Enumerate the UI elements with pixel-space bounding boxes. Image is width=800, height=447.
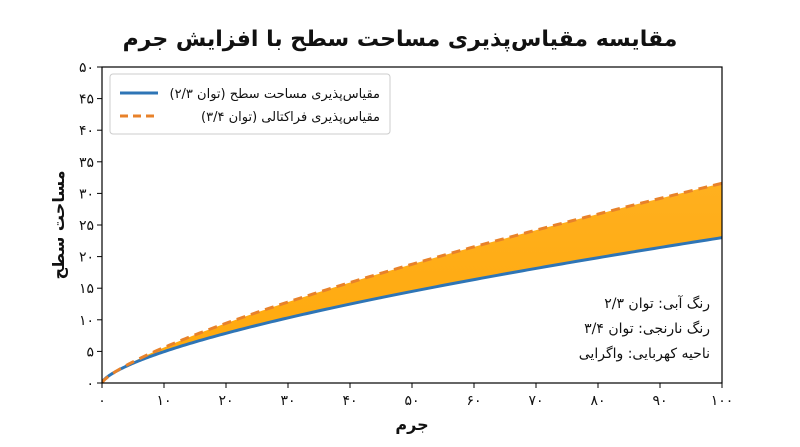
divergence-fill: [102, 183, 722, 383]
annotation-orange: رنگ نارنجی: توان ۳/۴: [584, 320, 710, 337]
x-tick-label: ۴۰: [342, 393, 357, 409]
x-tick-label: ۱۰۰: [711, 393, 734, 409]
annotations: رنگ آبی: توان ۲/۳ رنگ نارنجی: توان ۳/۴ ن…: [579, 295, 710, 362]
y-tick-label: ۴۰: [79, 123, 94, 139]
x-tick-label: ۳۰: [280, 393, 295, 409]
y-tick-label: ۰: [86, 376, 94, 392]
y-tick-label: ۳۰: [79, 186, 94, 202]
annotation-blue: رنگ آبی: توان ۲/۳: [604, 295, 710, 312]
y-tick-label: ۱۵: [79, 281, 94, 297]
x-axis-label: جرم: [395, 415, 428, 434]
y-tick-label: ۲۵: [79, 218, 94, 234]
x-tick-label: ۵۰: [404, 393, 419, 409]
y-tick-label: ۵۰: [79, 60, 94, 76]
plot-area: [102, 181, 722, 383]
x-tick-label: ۷۰: [528, 393, 543, 409]
x-tick-label: ۰: [98, 393, 106, 409]
series-line-surface: [102, 236, 722, 383]
legend: مقیاس‌پذیری مساحت سطح (توان ۲/۳) مقیاس‌پ…: [109, 73, 391, 135]
annotation-divergence: ناحیه کهربایی: واگرایی: [579, 345, 710, 362]
legend-label-fractal: مقیاس‌پذیری فراکتالی (توان ۳/۴): [201, 110, 380, 125]
y-tick-label: ۴۵: [79, 92, 94, 108]
x-axis: ۰ ۱۰ ۲۰ ۳۰ ۴۰ ۵۰ ۶۰ ۷۰ ۸۰ ۹۰ ۱۰۰: [98, 383, 733, 409]
y-tick-label: ۵: [86, 344, 94, 360]
y-tick-label: ۳۵: [79, 155, 94, 171]
x-tick-label: ۱۰: [156, 393, 171, 409]
legend-box: [109, 73, 391, 135]
y-tick-label: ۲۰: [79, 250, 94, 266]
chart-title: مقایسه مقیاس‌پذیری مساحت سطح با افزایش ج…: [123, 27, 678, 52]
y-axis: ۰ ۵ ۱۰ ۱۵ ۲۰ ۲۵ ۳۰ ۳۵ ۴۰ ۴۵ ۵۰: [79, 60, 102, 392]
series-lines: [102, 181, 722, 383]
x-tick-label: ۹۰: [652, 393, 667, 409]
x-tick-label: ۸۰: [590, 393, 605, 409]
x-tick-label: ۶۰: [466, 393, 481, 409]
x-tick-label: ۲۰: [218, 393, 233, 409]
y-tick-label: ۱۰: [79, 313, 94, 329]
y-axis-label: مساحت سطح: [49, 170, 68, 279]
legend-label-surface: مقیاس‌پذیری مساحت سطح (توان ۲/۳): [169, 87, 380, 102]
